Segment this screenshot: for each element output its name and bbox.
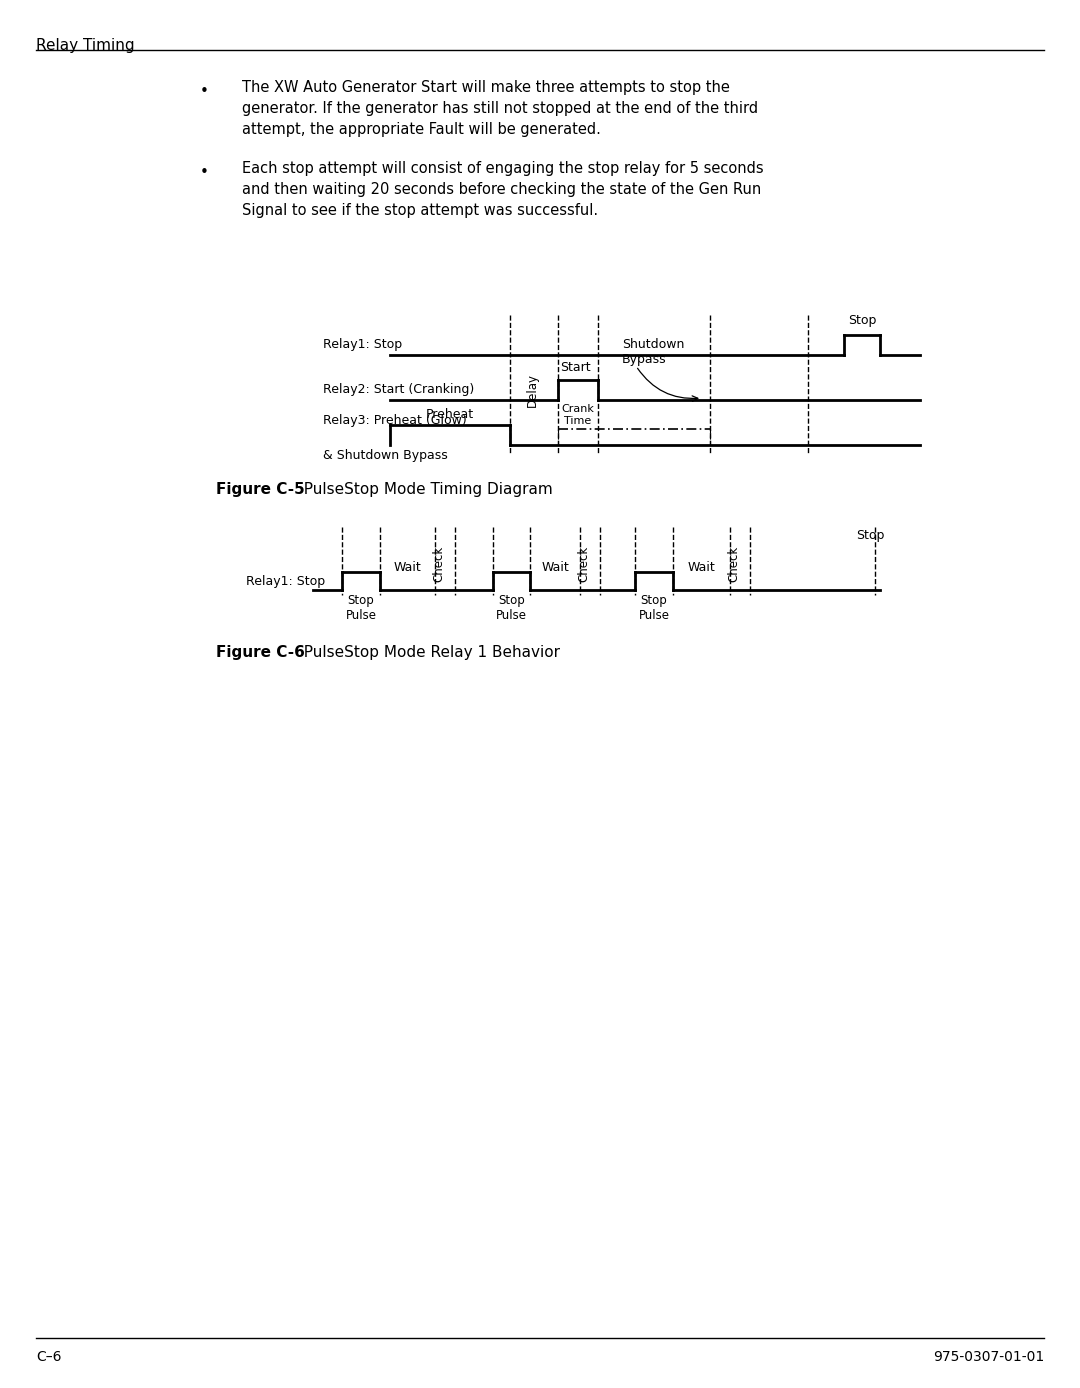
Text: Relay2: Start (Cranking): Relay2: Start (Cranking) [323,383,474,396]
Text: Stop
Pulse: Stop Pulse [346,594,377,622]
Text: Check: Check [727,545,740,582]
Text: Stop: Stop [855,529,885,541]
Text: Relay3: Preheat (Glow): Relay3: Preheat (Glow) [323,414,467,428]
Text: Stop: Stop [848,314,876,328]
Text: Delay: Delay [526,373,539,407]
Text: Check: Check [577,545,590,582]
Text: PulseStop Mode Relay 1 Behavior: PulseStop Mode Relay 1 Behavior [294,645,561,661]
Text: attempt, the appropriate Fault will be generated.: attempt, the appropriate Fault will be g… [242,122,600,137]
Text: Signal to see if the stop attempt was successful.: Signal to see if the stop attempt was su… [242,203,598,218]
Text: Figure C-6: Figure C-6 [216,645,305,661]
Text: •: • [200,165,208,180]
Text: Relay1: Stop: Relay1: Stop [323,339,402,351]
Text: Shutdown
Bypass: Shutdown Bypass [622,339,685,366]
Text: Check: Check [432,545,445,582]
Text: •: • [200,85,208,99]
Text: Wait: Wait [393,561,421,575]
Text: Relay1: Stop: Relay1: Stop [246,575,325,587]
Text: Wait: Wait [688,561,715,575]
Text: Stop
Pulse: Stop Pulse [638,594,670,622]
Text: Wait: Wait [541,561,569,575]
Text: Figure C-5: Figure C-5 [216,482,305,497]
Text: Preheat: Preheat [426,408,474,421]
Text: generator. If the generator has still not stopped at the end of the third: generator. If the generator has still no… [242,101,758,117]
Text: Each stop attempt will consist of engaging the stop relay for 5 seconds: Each stop attempt will consist of engagi… [242,161,764,176]
Text: 975-0307-01-01: 975-0307-01-01 [933,1351,1044,1364]
Text: Start: Start [561,361,591,373]
Text: PulseStop Mode Timing Diagram: PulseStop Mode Timing Diagram [294,482,553,497]
Text: Stop
Pulse: Stop Pulse [496,594,527,622]
Text: C–6: C–6 [36,1351,62,1364]
Text: Relay Timing: Relay Timing [36,37,135,53]
Text: Crank
Time: Crank Time [562,404,594,426]
Text: & Shutdown Bypass: & Shutdown Bypass [323,448,448,462]
Text: The XW Auto Generator Start will make three attempts to stop the: The XW Auto Generator Start will make th… [242,81,730,94]
Text: and then waiting 20 seconds before checking the state of the Gen Run: and then waiting 20 seconds before check… [242,182,761,197]
